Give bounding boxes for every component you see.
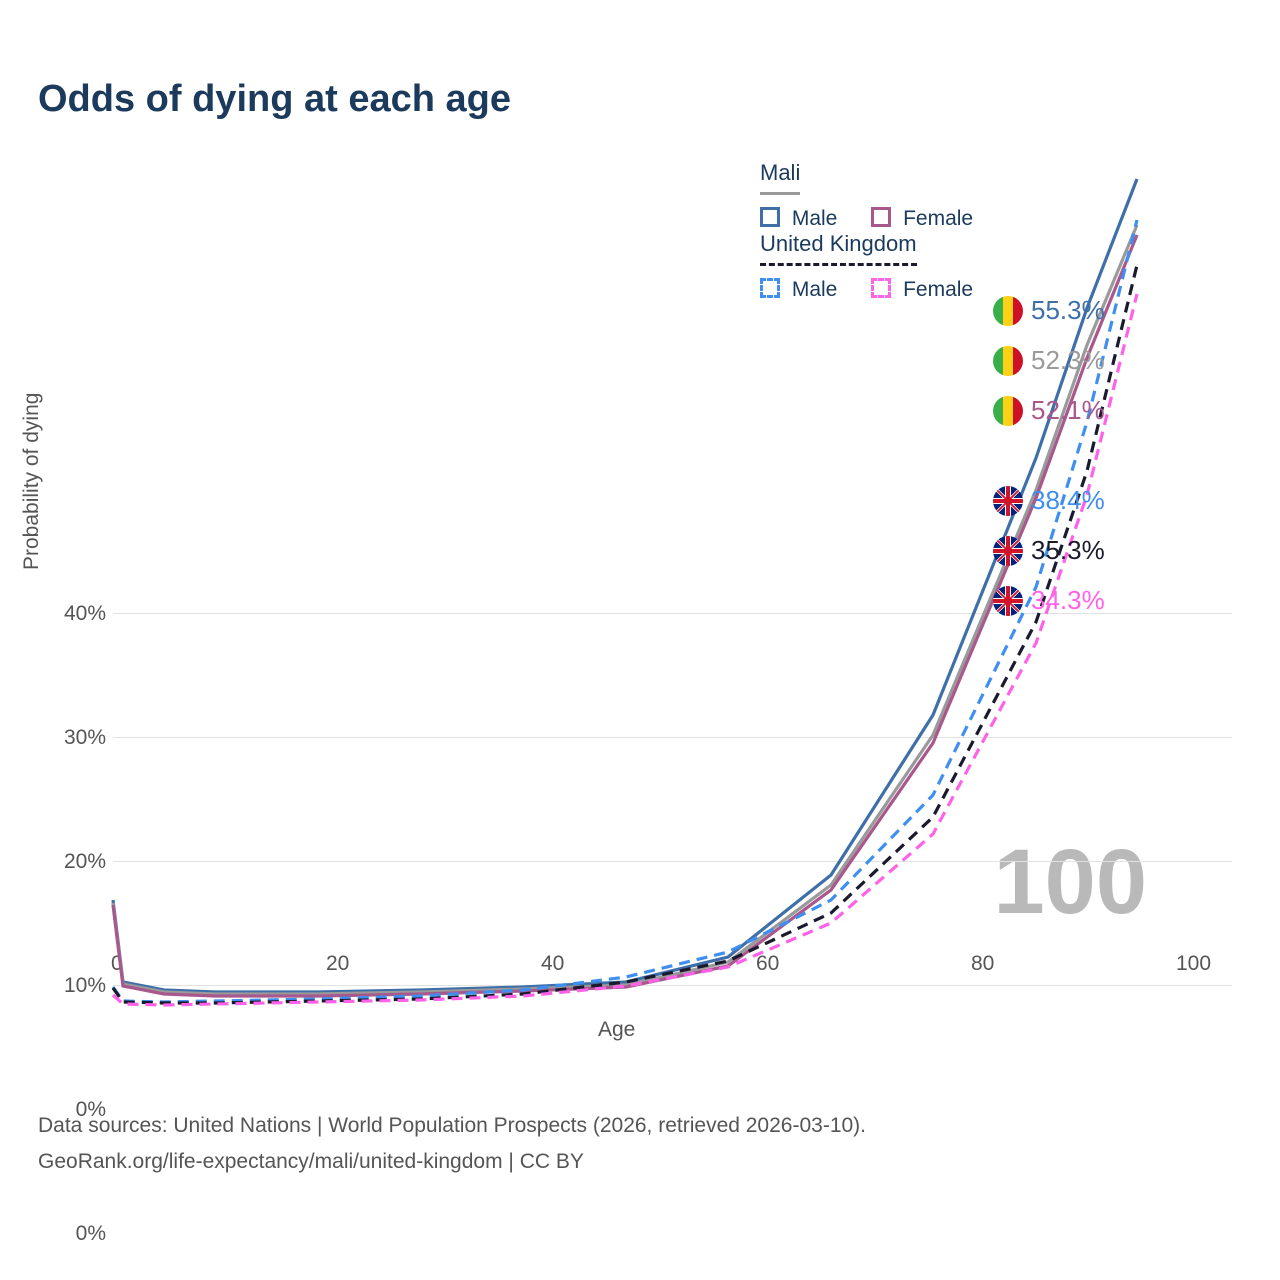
footer-line1: Data sources: United Nations | World Pop… xyxy=(38,1108,866,1144)
line-mali-total[interactable] xyxy=(113,225,1137,994)
uk-flag-icon-3 xyxy=(993,586,1023,616)
uk-flag-icon-2 xyxy=(993,536,1023,566)
annotation-mali-male: 55.3% xyxy=(993,295,1105,326)
annotation-mali-female: 52.1% xyxy=(993,395,1105,426)
mali-flag-icon-2 xyxy=(993,346,1023,376)
line-mali-male[interactable] xyxy=(113,179,1137,992)
annotation-mali-total: 52.3% xyxy=(993,345,1105,376)
ytick-50: 40% xyxy=(58,602,106,626)
chart-area: Probability of dying Age 100 40% 30% 20%… xyxy=(38,240,1242,1040)
legend-title-mali: Mali xyxy=(760,160,800,195)
line-uk-female[interactable] xyxy=(113,294,1137,1005)
footer: Data sources: United Nations | World Pop… xyxy=(38,1108,866,1180)
legend-item-mali-female[interactable]: Female xyxy=(871,207,973,230)
ytick-0: 0% xyxy=(58,1222,106,1246)
y-axis-label: Probability of dying xyxy=(20,393,44,570)
footer-line2: GeoRank.org/life-expectancy/mali/united-… xyxy=(38,1144,866,1180)
line-uk-total[interactable] xyxy=(113,265,1137,1003)
annotation-uk-male: 38.4% xyxy=(993,485,1105,516)
annotation-uk-total: 35.3% xyxy=(993,535,1105,566)
mali-male-swatch-icon xyxy=(760,207,780,227)
ytick-40: 30% xyxy=(58,726,106,750)
mali-flag-icon-3 xyxy=(993,396,1023,426)
legend-items-mali: Male Female xyxy=(760,207,1001,231)
mali-female-swatch-icon xyxy=(871,207,891,227)
annotation-uk-female: 34.3% xyxy=(993,585,1105,616)
legend-item-mali-male[interactable]: Male xyxy=(760,207,843,230)
page-title: Odds of dying at each age xyxy=(38,78,511,121)
uk-flag-icon-1 xyxy=(993,486,1023,516)
ytick-20: 10% xyxy=(58,974,106,998)
ytick-30: 20% xyxy=(58,850,106,874)
mali-flag-icon-1 xyxy=(993,296,1023,326)
chart-svg xyxy=(113,240,1213,1240)
legend-group-mali: Mali Male Female xyxy=(760,160,1001,231)
